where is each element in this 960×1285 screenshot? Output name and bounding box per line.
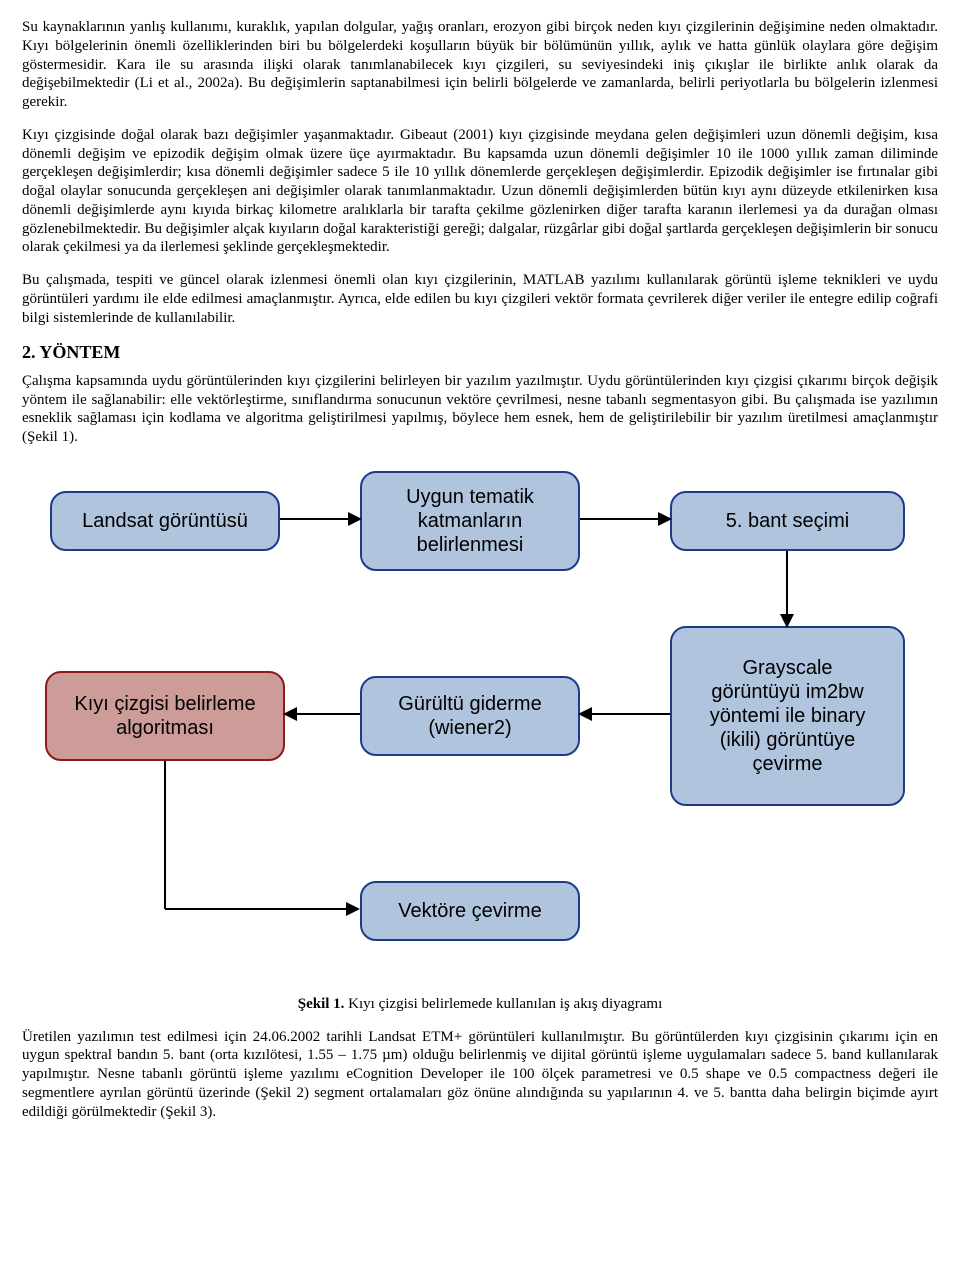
flow-node-gurultu: Gürültü giderme(wiener2) — [360, 676, 580, 756]
section-heading: 2. YÖNTEM — [22, 341, 938, 364]
flow-node-vektor: Vektöre çevirme — [360, 881, 580, 941]
flowchart-figure: Landsat görüntüsü Uygun tematikkatmanları… — [30, 461, 930, 991]
flow-node-tematik: Uygun tematikkatmanlarınbelirlenmesi — [360, 471, 580, 571]
flow-node-landsat: Landsat görüntüsü — [50, 491, 280, 551]
figure-caption: Şekil 1. Kıyı çizgisi belirlemede kullan… — [22, 995, 938, 1014]
flow-node-gray: Grayscalegörüntüyü im2bwyöntemi ile bina… — [670, 626, 905, 806]
flow-node-kiyi: Kıyı çizgisi belirlemealgoritması — [45, 671, 285, 761]
paragraph-4: Çalışma kapsamında uydu görüntülerinden … — [22, 372, 938, 447]
figure-caption-label: Şekil 1. — [298, 996, 345, 1012]
figure-caption-text: Kıyı çizgisi belirlemede kullanılan iş a… — [344, 996, 662, 1012]
paragraph-2: Kıyı çizgisinde doğal olarak bazı değişi… — [22, 126, 938, 257]
paragraph-1: Su kaynaklarının yanlış kullanımı, kurak… — [22, 18, 938, 112]
paragraph-3: Bu çalışmada, tespiti ve güncel olarak i… — [22, 271, 938, 327]
flow-node-bant: 5. bant seçimi — [670, 491, 905, 551]
paragraph-5: Üretilen yazılımın test edilmesi için 24… — [22, 1028, 938, 1122]
